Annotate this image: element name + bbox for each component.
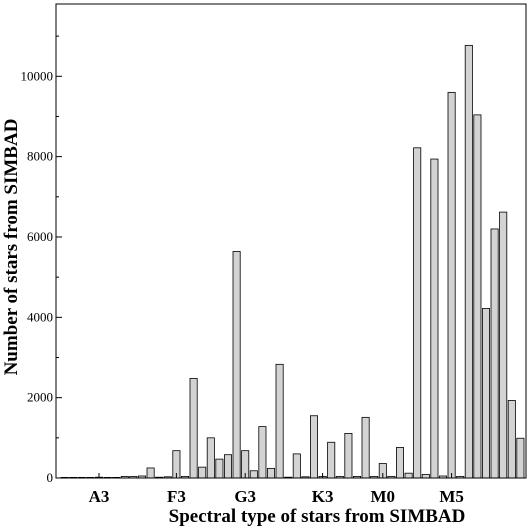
x-tick-label: F3 (167, 487, 186, 506)
bar (249, 470, 258, 479)
bar (499, 211, 508, 479)
bar (430, 158, 439, 479)
y-tick-label: 0 (47, 470, 54, 485)
y-axis: 0 2000 4000 6000 8000 10000 (21, 35, 62, 485)
bar (206, 437, 215, 479)
bar (146, 467, 155, 479)
bar (490, 228, 499, 479)
bar (464, 44, 473, 479)
bar (413, 147, 422, 479)
y-tick-label: 4000 (27, 309, 53, 324)
bar (275, 363, 284, 479)
bar (395, 447, 404, 479)
bar (292, 453, 301, 479)
bar (232, 251, 241, 479)
bar (215, 458, 224, 479)
x-tick-label: M0 (371, 487, 396, 506)
bar (421, 473, 430, 479)
bar (189, 377, 198, 479)
x-tick-label: M5 (439, 487, 464, 506)
bar (473, 114, 482, 479)
y-tick-label: 2000 (27, 390, 53, 405)
bar (516, 437, 525, 479)
bar (447, 91, 456, 479)
bar (361, 416, 370, 479)
bar (507, 400, 516, 479)
y-tick-label: 10000 (21, 68, 54, 83)
x-axis: A3 F3 G3 K3 M0 M5 (89, 473, 464, 506)
bar (266, 467, 275, 479)
bar (327, 441, 336, 479)
bar (481, 308, 490, 479)
bar (404, 472, 413, 479)
y-tick-label: 6000 (27, 229, 53, 244)
bar (344, 433, 353, 479)
bar (223, 454, 232, 479)
bar (198, 466, 207, 479)
y-tick-label: 8000 (27, 149, 53, 164)
x-axis-label: Spectral type of stars from SIMBAD (169, 506, 466, 527)
x-tick-label: A3 (89, 487, 110, 506)
x-tick-label: K3 (312, 487, 334, 506)
y-axis-label: Number of stars from SIMBAD (1, 119, 22, 376)
plot-frame (55, 3, 527, 479)
bar (258, 426, 267, 479)
x-tick-label: G3 (234, 487, 256, 506)
bars-group (60, 44, 525, 479)
bar (309, 415, 318, 479)
